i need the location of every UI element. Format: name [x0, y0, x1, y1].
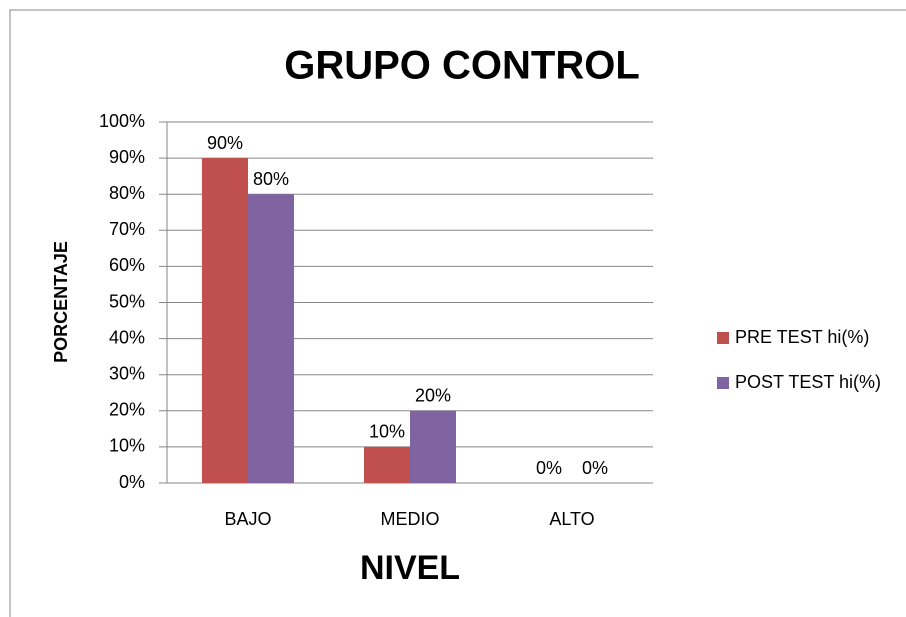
bar — [410, 410, 456, 483]
data-label: 20% — [415, 386, 451, 406]
x-tick-label: BAJO — [224, 509, 271, 529]
chart-title: GRUPO CONTROL — [284, 44, 640, 88]
legend-swatch — [717, 377, 729, 389]
data-label: 10% — [369, 422, 405, 442]
x-tick-label: MEDIO — [380, 509, 439, 529]
legend-label: PRE TEST hi(%) — [735, 327, 869, 347]
bar — [248, 194, 294, 483]
y-tick-label: 10% — [109, 436, 145, 456]
chart-border — [9, 9, 906, 617]
legend-label: POST TEST hi(%) — [735, 372, 881, 392]
bar — [364, 446, 410, 483]
y-tick-label: 70% — [109, 219, 145, 239]
y-tick-label: 20% — [109, 400, 145, 420]
y-tick-label: 80% — [109, 183, 145, 203]
y-tick-label: 100% — [99, 111, 145, 131]
x-tick-label: ALTO — [549, 509, 594, 529]
y-tick-label: 40% — [109, 327, 145, 347]
legend-swatch — [717, 332, 729, 344]
data-label: 0% — [582, 458, 608, 478]
data-label: 90% — [207, 133, 243, 153]
x-axis-label: NIVEL — [360, 549, 460, 587]
y-axis-label: PORCENTAJE — [51, 241, 71, 363]
data-label: 0% — [536, 458, 562, 478]
y-tick-label: 60% — [109, 255, 145, 275]
y-tick-label: 90% — [109, 147, 145, 167]
y-tick-label: 50% — [109, 291, 145, 311]
y-tick-label: 0% — [119, 472, 145, 492]
bar — [202, 158, 248, 483]
y-tick-label: 30% — [109, 363, 145, 383]
data-label: 80% — [253, 169, 289, 189]
